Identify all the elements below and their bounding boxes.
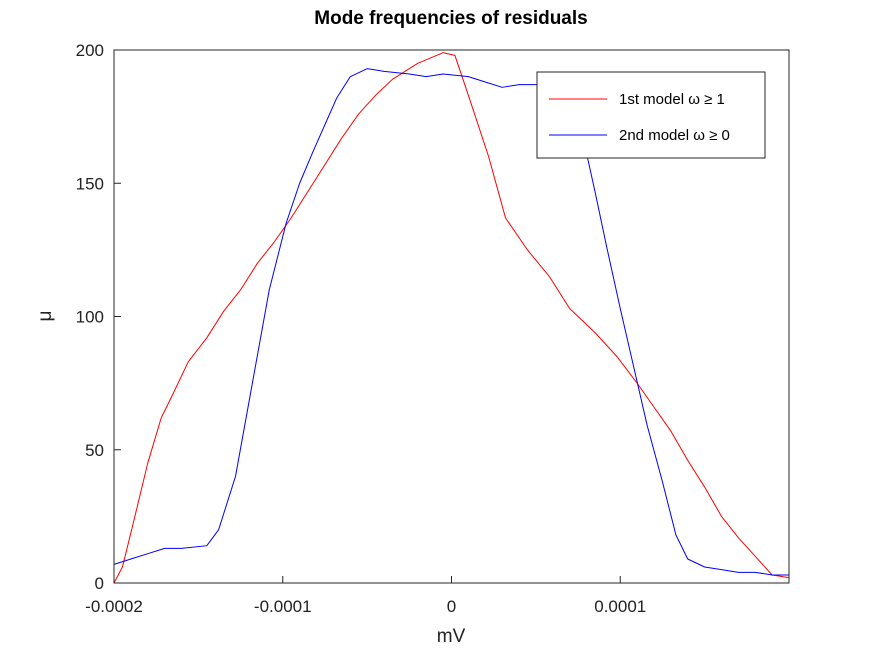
series-line-2 bbox=[113, 68, 789, 576]
y-tick-label: 100 bbox=[76, 308, 104, 327]
ticks-layer: -0.0002 -0.0001 0 0.0001 0 50 100 150 200 bbox=[76, 41, 647, 616]
y-tick-label: 0 bbox=[95, 574, 104, 593]
series-layer bbox=[113, 52, 790, 584]
x-axis-label: mV bbox=[437, 626, 466, 647]
legend-label-2: 2nd model ω ≥ 0 bbox=[619, 127, 730, 144]
legend-box bbox=[536, 71, 766, 159]
y-tick-label: 50 bbox=[85, 441, 104, 460]
x-tick-label: 0 bbox=[447, 597, 456, 616]
x-tick-label: 0.0001 bbox=[594, 597, 646, 616]
y-tick-label: 200 bbox=[76, 41, 104, 60]
y-tick-label: 150 bbox=[76, 174, 104, 193]
x-tick-label: -0.0001 bbox=[254, 597, 312, 616]
series-line-1 bbox=[113, 52, 790, 584]
chart-title: Mode frequencies of residuals bbox=[314, 8, 587, 29]
legend-label-1: 1st model ω ≥ 1 bbox=[619, 91, 725, 108]
y-axis-label: μ bbox=[35, 311, 56, 322]
legend: 1st model ω ≥ 1 2nd model ω ≥ 0 bbox=[536, 71, 766, 159]
x-tick-label: -0.0002 bbox=[85, 597, 143, 616]
